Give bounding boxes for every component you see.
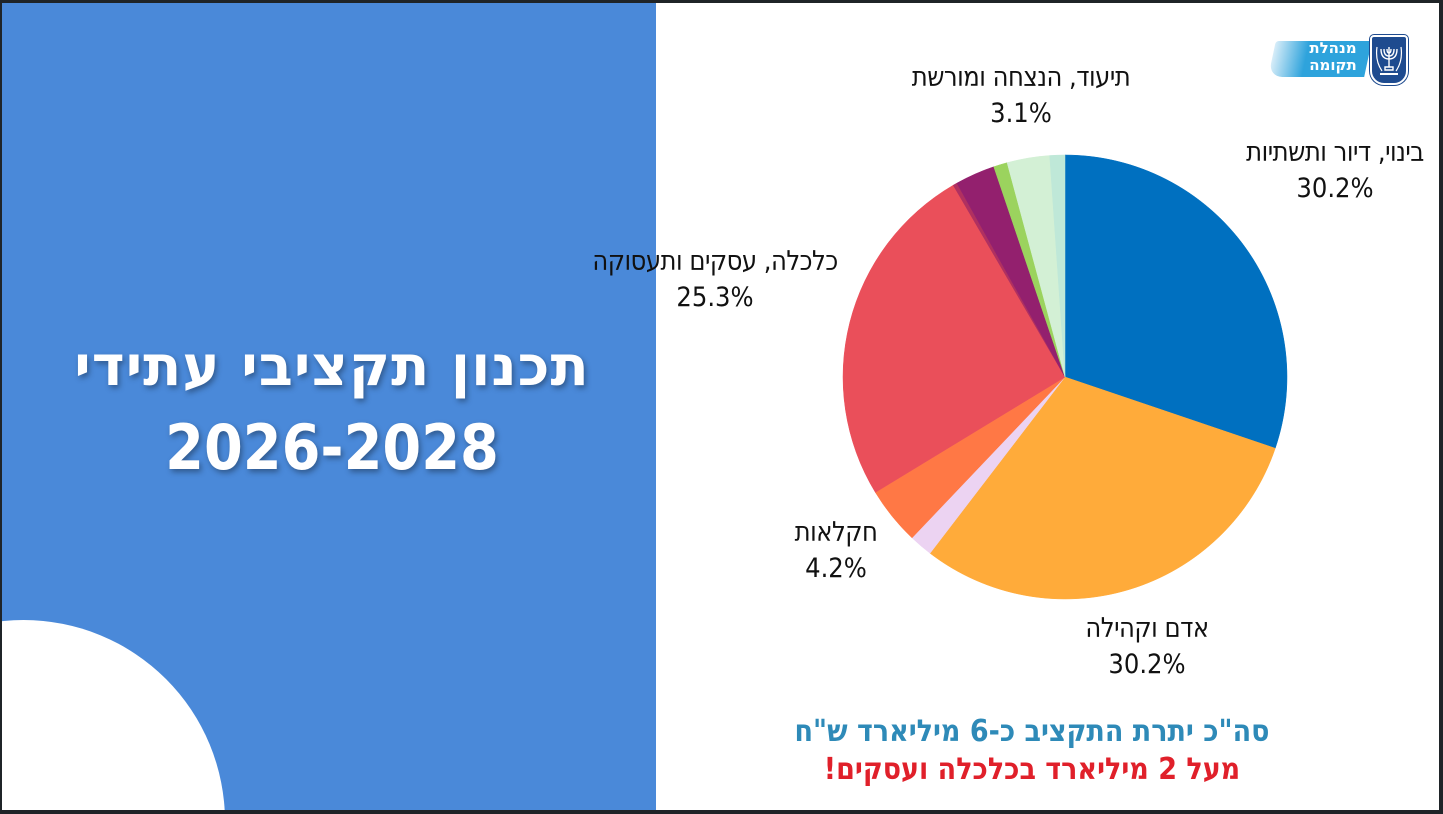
logo-text-line1: מנהלת	[1309, 39, 1357, 57]
slide: תכנון תקציבי עתידי 2026-2028 מנהלת תקומה…	[2, 3, 1439, 810]
slice-label-people-community: אדם וקהילה 30.2%	[1085, 613, 1209, 680]
total-budget-text: סה"כ יתרת התקציב כ-6 מיליארד ש"ח	[794, 714, 1270, 749]
title-years: 2026-2028	[165, 411, 499, 484]
state-emblem-menorah-icon	[1370, 35, 1408, 85]
pie-slice	[929, 376, 1276, 600]
slide-title: תכנון תקציבי עתידי 2026-2028	[42, 328, 622, 490]
logo-text-line2: תקומה	[1309, 56, 1357, 74]
title-panel: תכנון תקציבי עתידי 2026-2028	[2, 3, 656, 810]
pie-chart-graphic	[842, 154, 1288, 600]
slice-label-heritage: תיעוד, הנצחה ומורשת 3.1%	[911, 62, 1131, 129]
slice-label-economy-business: כלכלה, עסקים ותעסוקה 25.3%	[592, 246, 838, 313]
slice-label-agriculture: חקלאות 4.2%	[794, 517, 878, 584]
pie-slice	[1049, 154, 1066, 378]
slice-label-construction: בינוי, דיור ותשתיות 30.2%	[1246, 137, 1424, 204]
tkuma-logo: מנהלת תקומה	[1268, 33, 1408, 89]
title-text: תכנון תקציבי עתידי	[74, 334, 590, 399]
budget-summary: סה"כ יתרת התקציב כ-6 מיליארד ש"ח מעל 2 מ…	[772, 713, 1292, 789]
pie-chart: בינוי, דיור ותשתיות 30.2% אדם וקהילה 30.…	[2, 3, 1439, 810]
logo-text: מנהלת תקומה	[1298, 40, 1368, 74]
economy-highlight-text: מעל 2 מיליארד בכלכלה ועסקים!	[823, 752, 1241, 787]
pie-slice	[842, 184, 1066, 493]
pie-slice	[1064, 154, 1288, 449]
